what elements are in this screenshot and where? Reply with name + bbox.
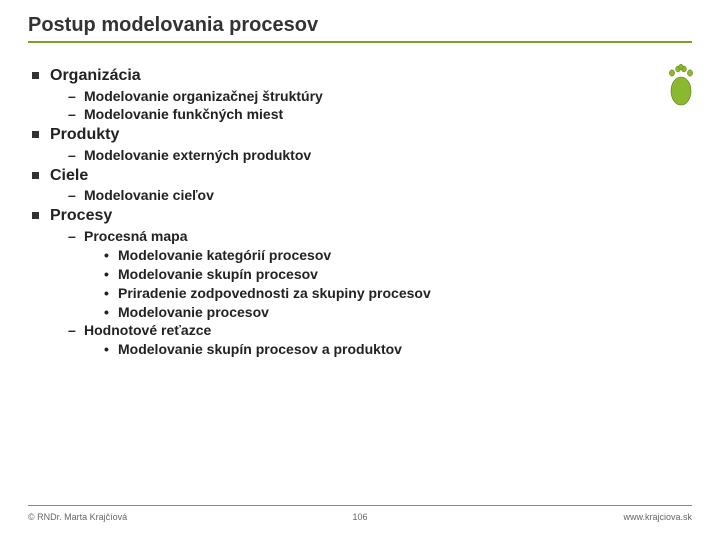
slide-footer: © RNDr. Marta Krajčíová 106 www.krajciov… bbox=[28, 505, 692, 522]
footer-url: www.krajciova.sk bbox=[623, 512, 692, 522]
list-item: Modelovanie skupín procesov a produktov bbox=[118, 340, 692, 359]
footer-copyright: © RNDr. Marta Krajčíová bbox=[28, 512, 127, 522]
list-item: Modelovanie organizačnej štruktúry bbox=[84, 87, 692, 106]
list-item: Hodnotové reťazce bbox=[84, 321, 692, 340]
list-item: Modelovanie funkčných miest bbox=[84, 105, 692, 124]
section-produkty: Produkty bbox=[50, 124, 692, 146]
list-item: Priradenie zodpovednosti za skupiny proc… bbox=[118, 284, 692, 303]
section-ciele: Ciele bbox=[50, 165, 692, 187]
list-item: Modelovanie externých produktov bbox=[84, 146, 692, 165]
section-organizacia: Organizácia bbox=[50, 65, 692, 87]
list-item: Modelovanie cieľov bbox=[84, 186, 692, 205]
list-item: Modelovanie procesov bbox=[118, 303, 692, 322]
footer-divider bbox=[28, 505, 692, 506]
section-procesy: Procesy bbox=[50, 205, 692, 227]
slide-title: Postup modelovania procesov bbox=[28, 14, 692, 43]
list-item: Modelovanie skupín procesov bbox=[118, 265, 692, 284]
list-item: Procesná mapa bbox=[84, 227, 692, 246]
footer-page-number: 106 bbox=[352, 512, 367, 522]
list-item: Modelovanie kategórií procesov bbox=[118, 246, 692, 265]
slide-content: Organizácia Modelovanie organizačnej štr… bbox=[28, 65, 692, 359]
